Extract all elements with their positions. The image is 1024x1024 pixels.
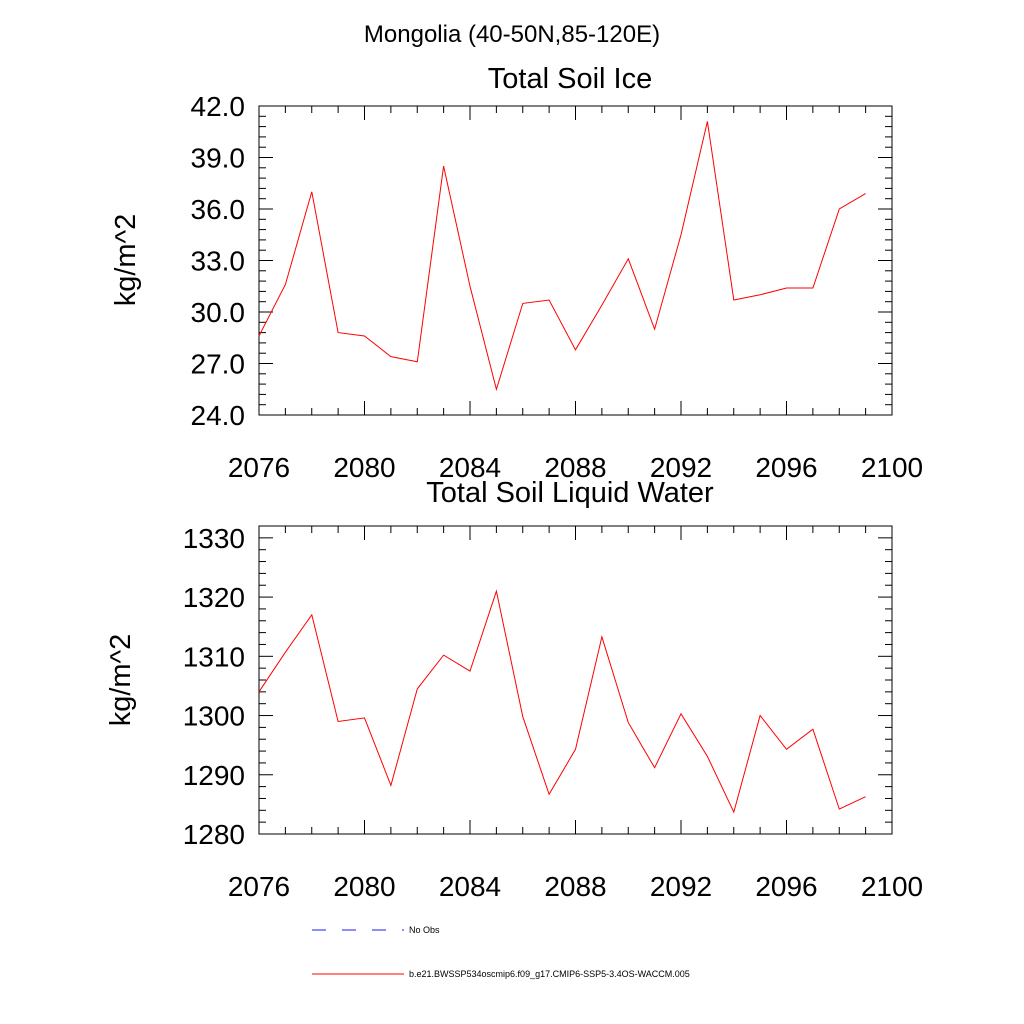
chart-panel-total-soil-liquid-water: Total Soil Liquid Water kg/m^2 128012901… (105, 477, 923, 902)
chart-title: Total Soil Liquid Water (426, 477, 714, 509)
y-tick-label: 1330 (183, 523, 245, 554)
legend-label: b.e21.BWSSP534oscmip6.f09_g17.CMIP6-SSP5… (409, 969, 690, 979)
x-tick-label: 2092 (650, 452, 712, 483)
x-tick-label: 2080 (333, 871, 395, 902)
legend: No Obs b.e21.BWSSP534oscmip6.f09_g17.CMI… (312, 925, 690, 979)
legend-label: No Obs (409, 925, 440, 935)
y-tick-label: 1280 (183, 819, 245, 850)
chart-title: Total Soil Ice (488, 63, 652, 95)
plot-frame (258, 105, 893, 416)
x-tick-label: 2084 (439, 452, 501, 483)
y-tick-label: 1290 (183, 760, 245, 791)
series-line (258, 121, 866, 392)
y-tick-label: 27.0 (191, 349, 246, 380)
plot-frame (258, 525, 893, 835)
x-tick-label: 2096 (755, 871, 817, 902)
x-tick-label: 2080 (333, 452, 395, 483)
x-tick-label: 2084 (439, 871, 501, 902)
y-axis-label: kg/m^2 (110, 214, 142, 307)
y-tick-label: 30.0 (191, 297, 246, 328)
legend-item-no-obs: No Obs (312, 925, 440, 935)
x-tick-label: 2100 (861, 871, 923, 902)
y-tick-label: 42.0 (191, 91, 246, 122)
y-axis-label: kg/m^2 (105, 634, 137, 727)
y-tick-label: 1310 (183, 641, 245, 672)
x-tick-label: 2076 (228, 452, 290, 483)
y-tick-label: 39.0 (191, 143, 246, 174)
x-tick-label: 2088 (544, 452, 606, 483)
y-tick-label: 33.0 (191, 246, 246, 277)
x-tick-label: 2100 (861, 452, 923, 483)
x-tick-label: 2096 (755, 452, 817, 483)
figure-suptitle: Mongolia (40-50N,85-120E) (364, 21, 660, 48)
series-line (258, 589, 866, 814)
y-tick-label: 1300 (183, 701, 245, 732)
legend-item-model-run: b.e21.BWSSP534oscmip6.f09_g17.CMIP6-SSP5… (312, 969, 690, 979)
x-tick-label: 2092 (650, 871, 712, 902)
plot-area: 24.0 27.0 30.0 33.0 36.0 39.0 42.0 2076 2080 2084… (191, 91, 924, 483)
y-tick-label: 24.0 (191, 400, 246, 431)
y-tick-label: 1320 (183, 582, 245, 613)
y-tick-label: 36.0 (191, 194, 246, 225)
plot-area: 1280 1290 1300 1310 1320 1330 2076 2080 2084 2088… (183, 523, 923, 902)
chart-panel-total-soil-ice: Total Soil Ice kg/m^2 24.0 27.0 30.0 33.0 36… (110, 63, 923, 483)
x-tick-label: 2076 (228, 871, 290, 902)
x-tick-label: 2088 (544, 871, 606, 902)
